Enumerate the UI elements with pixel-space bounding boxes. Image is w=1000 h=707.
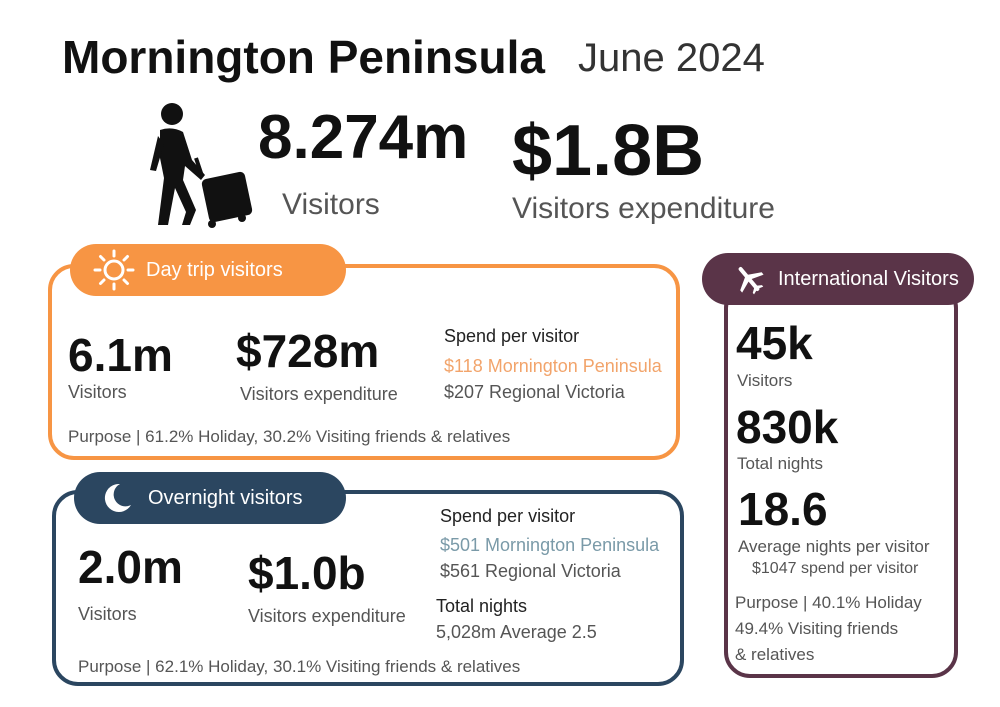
- sun-icon: [92, 248, 136, 292]
- overnight-visitors-value: 2.0m: [78, 541, 183, 593]
- total-visitors-label: Visitors: [282, 188, 380, 221]
- international-avg-label: Average nights per visitor: [738, 537, 930, 556]
- day-trip-card: [48, 264, 680, 460]
- traveller-with-luggage-icon: [150, 100, 260, 230]
- day-trip-spend-regional: $207 Regional Victoria: [444, 382, 625, 402]
- day-trip-spend-local: $118 Mornington Peninsula: [444, 356, 662, 376]
- international-visitors-label: Visitors: [737, 371, 793, 390]
- international-visitors-value: 45k: [736, 317, 813, 369]
- overnight-nights-heading: Total nights: [436, 596, 528, 616]
- overnight-visitors-label: Visitors: [78, 604, 137, 624]
- international-purpose-line3: & relatives: [735, 645, 815, 664]
- overnight-header: Overnight visitors: [74, 472, 346, 524]
- day-trip-spend-heading: Spend per visitor: [444, 326, 580, 346]
- overnight-title: Overnight visitors: [148, 486, 303, 509]
- day-trip-visitors-value: 6.1m: [68, 329, 173, 381]
- international-avg-value: 18.6: [738, 483, 828, 535]
- page-period: June 2024: [578, 36, 765, 80]
- international-card: [724, 282, 958, 678]
- international-purpose-line2: 49.4% Visiting friends: [735, 619, 899, 638]
- overnight-spend-heading: Spend per visitor: [440, 506, 576, 526]
- international-header: International Visitors: [702, 253, 974, 305]
- overnight-card: [52, 490, 684, 686]
- international-spend: $1047 spend per visitor: [752, 560, 919, 577]
- international-title: International Visitors: [778, 267, 959, 290]
- overnight-nights-value: 5,028m Average 2.5: [436, 622, 597, 642]
- day-trip-purpose: Purpose | 61.2% Holiday, 30.2% Visiting …: [68, 427, 511, 446]
- day-trip-expenditure-label: Visitors expenditure: [240, 384, 398, 404]
- overnight-expenditure-value: $1.0b: [248, 547, 366, 599]
- overnight-expenditure-label: Visitors expenditure: [248, 606, 406, 626]
- moon-icon: [100, 481, 134, 515]
- total-expenditure-label: Visitors expenditure: [512, 192, 775, 225]
- day-trip-visitors-label: Visitors: [68, 382, 127, 402]
- overnight-spend-regional: $561 Regional Victoria: [440, 561, 621, 581]
- airplane-icon: [732, 262, 766, 296]
- day-trip-expenditure-value: $728m: [236, 325, 380, 377]
- total-expenditure-value: $1.8B: [512, 111, 705, 191]
- international-nights-label: Total nights: [737, 454, 823, 473]
- day-trip-header: Day trip visitors: [70, 244, 346, 296]
- overnight-purpose: Purpose | 62.1% Holiday, 30.1% Visiting …: [78, 657, 521, 676]
- overnight-spend-local: $501 Mornington Peninsula: [440, 535, 660, 555]
- total-visitors-value: 8.274m: [258, 103, 469, 172]
- page-title: Mornington Peninsula: [62, 31, 545, 83]
- day-trip-title: Day trip visitors: [146, 258, 283, 281]
- international-nights-value: 830k: [736, 401, 839, 453]
- international-purpose-line1: Purpose | 40.1% Holiday: [735, 593, 922, 612]
